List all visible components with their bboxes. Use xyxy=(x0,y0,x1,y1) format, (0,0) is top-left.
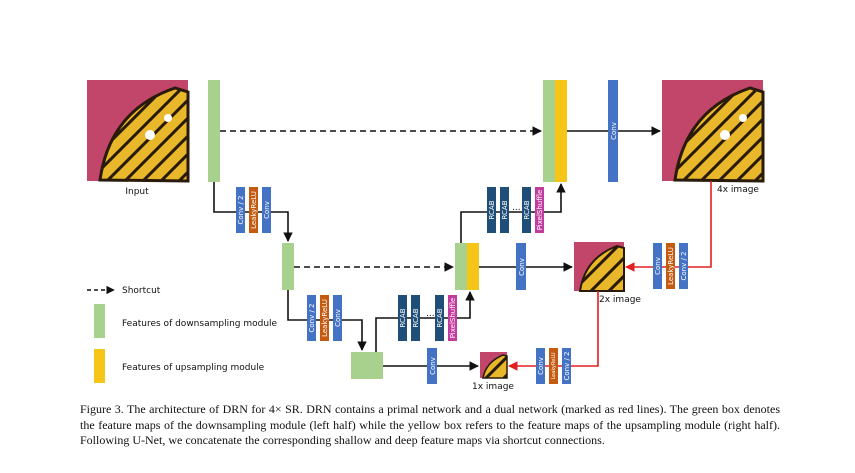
dual-block-2x: Conv LeakyReLU Conv / 2 xyxy=(536,348,571,384)
output-2x-image xyxy=(574,242,625,292)
output-2x-label: 2x image xyxy=(599,295,641,305)
figure-caption: Figure 3. The architecture of DRN for 4×… xyxy=(80,402,780,447)
legend-shortcut-label: Shortcut xyxy=(122,286,161,296)
svg-text:Conv: Conv xyxy=(654,257,662,275)
legend-down-swatch xyxy=(94,304,105,338)
svg-text:RCAB: RCAB xyxy=(523,200,531,219)
svg-text:RCAB: RCAB xyxy=(399,308,407,327)
dual-block-4x: Conv LeakyReLU Conv / 2 xyxy=(653,243,688,289)
down-feature-2 xyxy=(282,243,294,290)
up-feature-2-green xyxy=(455,243,467,290)
conv-to-4x: Conv xyxy=(608,80,618,182)
svg-text:RCAB: RCAB xyxy=(436,308,444,327)
svg-text:Conv / 2: Conv / 2 xyxy=(563,351,571,380)
svg-text:RCAB: RCAB xyxy=(488,200,496,219)
down-block-2: Conv / 2 LeakyReLU Conv xyxy=(307,295,342,341)
down-feature-3 xyxy=(351,352,383,379)
svg-text:Conv: Conv xyxy=(334,309,342,327)
rcab-dots-2: ... xyxy=(512,203,521,213)
input-image xyxy=(87,80,190,183)
svg-text:Conv: Conv xyxy=(610,122,618,140)
output-4x-image xyxy=(662,80,765,183)
up-feature-1-green xyxy=(543,80,555,182)
conv-to-2x: Conv xyxy=(516,243,526,290)
svg-text:RCAB: RCAB xyxy=(501,200,509,219)
up-block-1: RCAB RCAB ... RCAB PixelShuffle xyxy=(398,295,457,341)
output-4x-label: 4x image xyxy=(717,185,759,195)
svg-text:Conv: Conv xyxy=(263,201,271,219)
down-block-1: Conv / 2 LeakyReLU Conv xyxy=(236,187,271,233)
legend: Shortcut Features of downsampling module… xyxy=(87,285,278,383)
rcab-dots-1: ... xyxy=(426,309,435,319)
up-feature-2-yellow xyxy=(467,243,479,290)
up-path-1 xyxy=(375,291,475,352)
output-1x-label: 1x image xyxy=(472,382,514,392)
svg-text:Conv: Conv xyxy=(429,357,437,375)
legend-up-label: Features of upsampling module xyxy=(122,363,265,373)
up-block-2: RCAB RCAB ... RCAB PixelShuffle xyxy=(487,187,544,233)
up-path-2 xyxy=(460,183,566,243)
svg-text:Conv / 2: Conv / 2 xyxy=(237,195,245,224)
legend-up-swatch xyxy=(94,349,105,383)
svg-text:Conv / 2: Conv / 2 xyxy=(308,303,316,332)
up-feature-1-yellow xyxy=(555,80,567,182)
svg-text:LeakyReLU: LeakyReLU xyxy=(250,191,258,229)
output-1x-image xyxy=(480,352,508,379)
svg-text:PixelShuffle: PixelShuffle xyxy=(449,298,457,339)
svg-text:LeakyReLU: LeakyReLU xyxy=(667,247,675,285)
svg-text:LeakyReLU: LeakyReLU xyxy=(321,299,329,337)
svg-text:PixelShuffle: PixelShuffle xyxy=(536,190,544,231)
svg-text:Conv / 2: Conv / 2 xyxy=(680,251,688,280)
svg-text:RCAB: RCAB xyxy=(412,308,420,327)
svg-text:Conv: Conv xyxy=(537,357,545,375)
conv-to-1x: Conv xyxy=(427,348,437,384)
down-feature-1 xyxy=(208,80,220,182)
svg-text:LeakyReLU: LeakyReLU xyxy=(551,352,557,379)
legend-down-label: Features of downsampling module xyxy=(122,319,278,329)
svg-text:Conv: Conv xyxy=(518,258,526,276)
input-label: Input xyxy=(125,187,149,197)
